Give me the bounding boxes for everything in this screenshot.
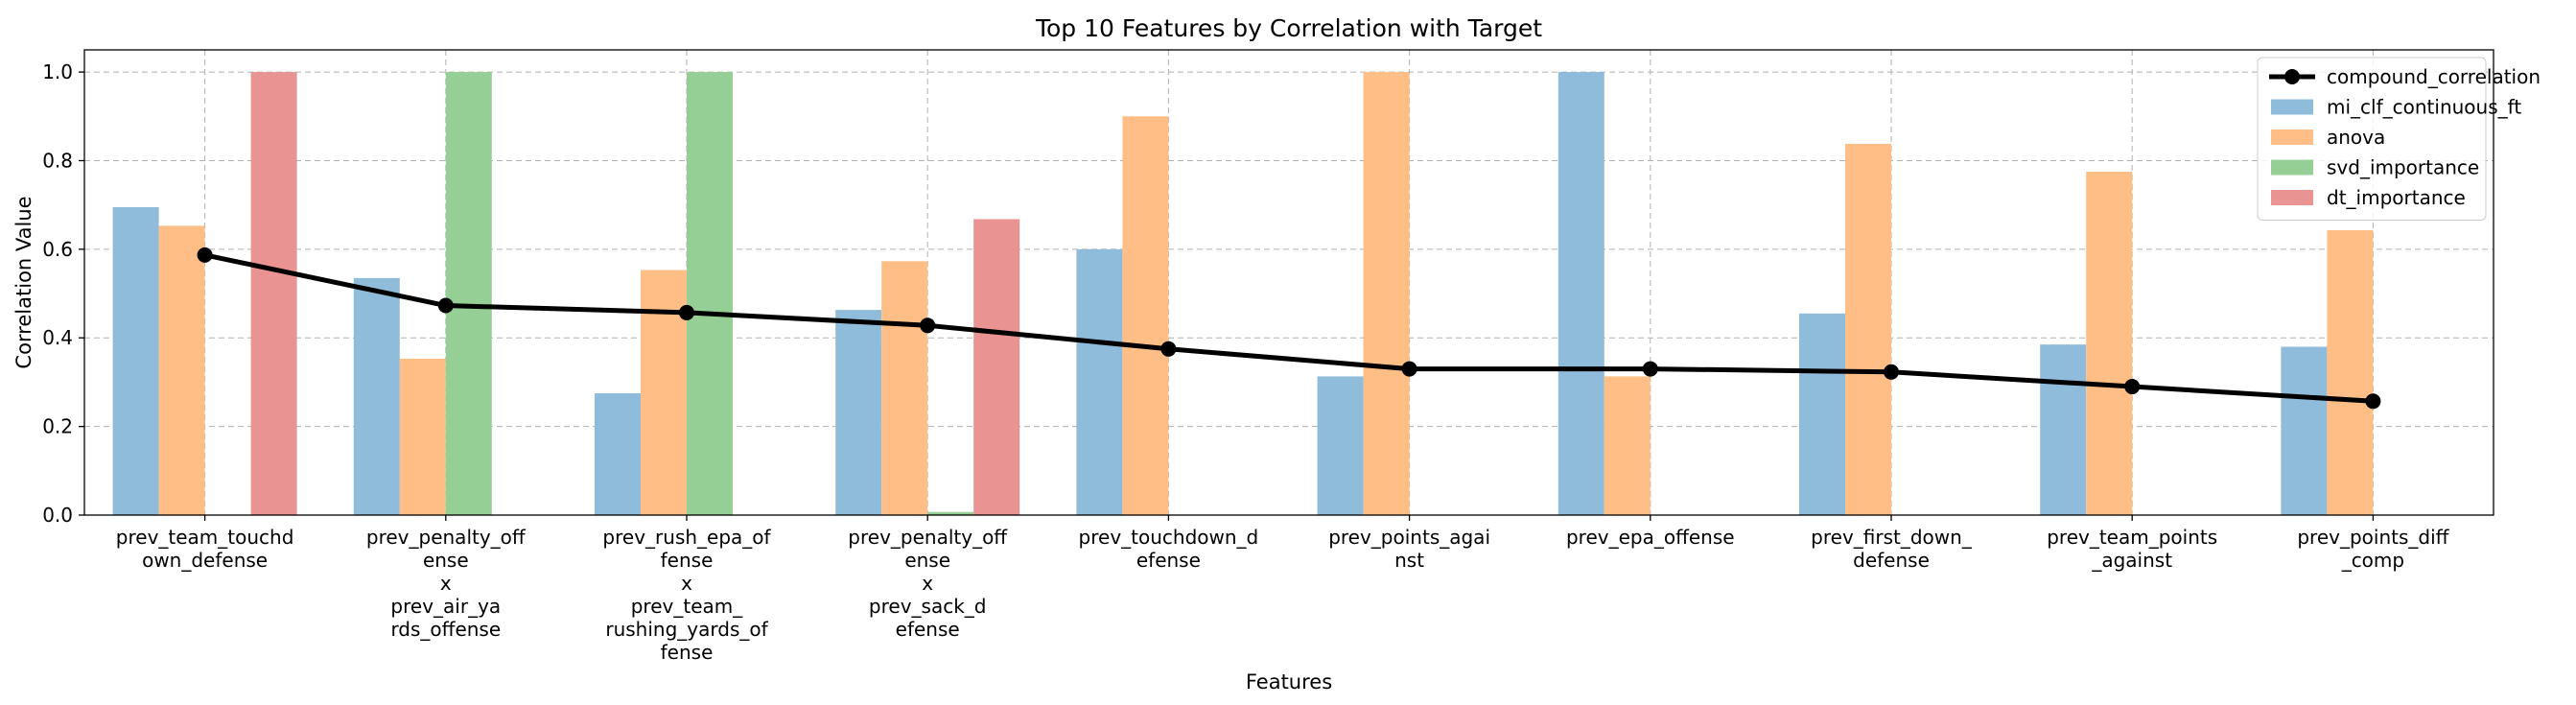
bar-svd_importance	[445, 72, 492, 515]
legend-swatch-svd_importance	[2271, 159, 2313, 176]
x-tick-label: own_defense	[142, 549, 268, 572]
legend-label: mi_clf_continuous_ft	[2327, 96, 2521, 119]
x-tick-label: x	[922, 572, 933, 595]
x-tick-label: x	[681, 572, 692, 595]
bar-anova	[399, 358, 446, 515]
line-point	[437, 297, 454, 314]
plot-frame	[83, 49, 2494, 516]
x-tick-label: _against	[2091, 549, 2172, 572]
x-tick-label: prev_points_diff	[2297, 526, 2449, 549]
x-tick-label: x	[440, 572, 452, 595]
bar-anova	[1604, 376, 1651, 515]
x-tick-label: prev_team_touchd	[116, 526, 294, 549]
x-axis-label: Features	[1246, 670, 1332, 693]
x-tick-label: prev_rush_epa_of	[602, 526, 771, 549]
bar-anova	[1845, 143, 1891, 515]
x-tick-label: defense	[1853, 549, 1930, 572]
y-tick-label: 1.0	[42, 60, 73, 83]
line-point	[1401, 361, 1417, 377]
line-point	[197, 247, 213, 263]
bar-dt_importance	[973, 219, 1020, 515]
x-tick-label: _comp	[2341, 549, 2404, 572]
legend-box	[2257, 57, 2487, 221]
x-tick-label: prev_air_ya	[390, 595, 501, 618]
legend-swatch-dt_importance	[2271, 190, 2313, 205]
bar-mi_clf_continuous_ft	[112, 206, 159, 515]
bar-anova	[1122, 116, 1169, 516]
x-tick-label: prev_points_agai	[1328, 526, 1490, 549]
bar-svd_importance	[687, 72, 733, 515]
x-tick-label: efense	[896, 618, 960, 641]
x-tick-label: ense	[904, 549, 950, 572]
bar-mi_clf_continuous_ft	[2040, 344, 2087, 515]
bar-mi_clf_continuous_ft	[595, 392, 641, 515]
legend-label: anova	[2327, 126, 2385, 149]
compound-line	[197, 247, 2381, 410]
bar-mi_clf_continuous_ft	[1557, 72, 1604, 515]
line-point	[920, 317, 936, 334]
bar-dt_importance	[250, 72, 297, 515]
x-tick-label: rushing_yards_of	[605, 618, 768, 641]
legend-label: svd_importance	[2327, 156, 2479, 179]
chart-title: Top 10 Features by Correlation with Targ…	[1035, 14, 1542, 42]
bar-anova	[881, 261, 928, 515]
line-compound_correlation	[204, 252, 2374, 404]
line-point	[679, 304, 694, 320]
y-tick-label: 0.0	[42, 504, 73, 527]
line-point	[1642, 361, 1658, 377]
x-tick-label: nst	[1394, 549, 1424, 572]
x-tick-label: ense	[423, 549, 469, 572]
line-point	[1160, 341, 1177, 357]
x-tick-label: fense	[661, 641, 714, 664]
x-tick-label: prev_team_	[631, 595, 744, 618]
line-point	[2124, 379, 2141, 395]
x-ticks: prev_team_touchdown_defense prev_penalty_…	[116, 515, 2450, 664]
x-tick-label: rds_offense	[390, 618, 501, 641]
x-tick-label: prev_penalty_off	[366, 526, 527, 549]
bar-mi_clf_continuous_ft	[835, 310, 882, 515]
x-tick-label: prev_epa_offense	[1566, 526, 1735, 549]
legend-swatch-marker	[2284, 69, 2300, 84]
legend-label: dt_importance	[2327, 186, 2466, 209]
bar-anova	[158, 225, 205, 515]
y-tick-label: 0.8	[42, 149, 73, 172]
x-tick-label: fense	[661, 549, 714, 572]
y-axis-label: Correlation Value	[12, 196, 35, 368]
bar-anova	[2086, 172, 2133, 515]
legend: compound_correlation mi_clf_continuous_ft…	[2257, 57, 2541, 221]
legend-swatch-mi_clf_continuous_ft	[2271, 99, 2313, 115]
bar-svd_importance	[927, 511, 974, 515]
x-tick-label: prev_team_points	[2047, 526, 2217, 549]
bar-anova	[641, 270, 687, 515]
x-tick-label: prev_sack_d	[869, 595, 987, 618]
y-ticks: 0.0 0.2 0.4 0.6 0.8 1.0	[42, 60, 84, 527]
x-tick-label: prev_first_down_	[1811, 526, 1973, 549]
legend-swatch-anova	[2271, 129, 2313, 145]
line-point	[2365, 393, 2381, 410]
y-tick-label: 0.6	[42, 238, 73, 261]
legend-label: compound_correlation	[2327, 65, 2541, 88]
x-tick-label: efense	[1136, 549, 1201, 572]
y-tick-label: 0.2	[42, 415, 73, 438]
y-tick-label: 0.4	[42, 326, 73, 349]
bar-mi_clf_continuous_ft	[2281, 346, 2328, 515]
x-tick-label: prev_touchdown_d	[1079, 526, 1259, 549]
bar-mi_clf_continuous_ft	[1799, 313, 1845, 515]
bars	[112, 72, 2374, 516]
bar-mi_clf_continuous_ft	[1317, 376, 1364, 515]
line-point	[1884, 364, 1899, 380]
bar-mi_clf_continuous_ft	[1076, 248, 1123, 515]
bar-mi_clf_continuous_ft	[353, 277, 400, 515]
x-tick-label: prev_penalty_off	[848, 526, 1008, 549]
bar-anova	[1363, 72, 1410, 515]
bar-anova	[2327, 229, 2374, 515]
